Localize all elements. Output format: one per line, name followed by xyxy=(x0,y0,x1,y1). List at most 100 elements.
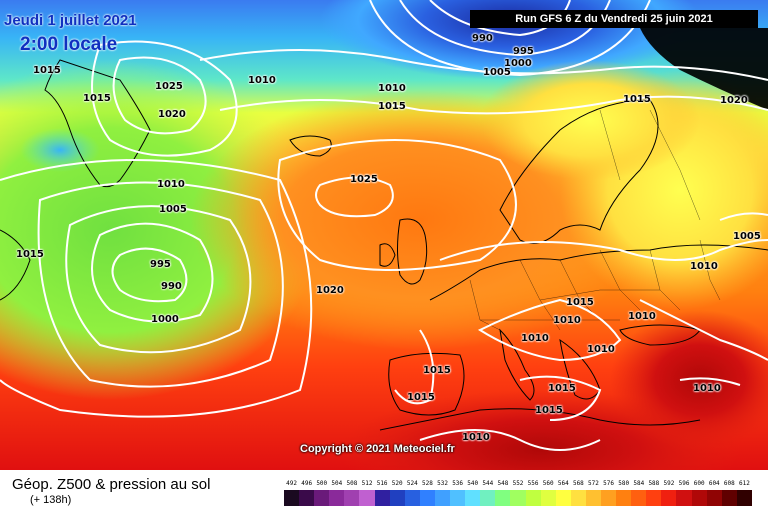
scale-tick-label: 604 xyxy=(708,480,720,487)
isobar-label: 1020 xyxy=(720,95,748,106)
scale-swatch xyxy=(374,490,390,506)
scale-swatch xyxy=(721,490,737,506)
scale-swatch xyxy=(284,490,300,506)
isobar-label: 1000 xyxy=(151,314,179,325)
forecast-date: Jeudi 1 juillet 2021 xyxy=(4,12,137,29)
scale-swatch xyxy=(570,490,586,506)
scale-tick-label: 576 xyxy=(603,480,614,487)
isobar-label: 995 xyxy=(513,46,534,57)
color-scale-bar xyxy=(284,490,752,506)
scale-swatch xyxy=(585,490,601,506)
isobar-label: 1010 xyxy=(587,344,615,355)
scale-swatch xyxy=(676,490,692,506)
scale-tick-label: 580 xyxy=(618,480,630,487)
scale-swatch xyxy=(495,490,511,506)
isobars xyxy=(0,0,768,450)
isobar-label: 990 xyxy=(161,281,182,292)
scale-tick-label: 548 xyxy=(497,480,509,487)
model-run-banner: Run GFS 6 Z du Vendredi 25 juin 2021 xyxy=(470,10,758,28)
scale-swatch xyxy=(480,490,496,506)
scale-tick-label: 556 xyxy=(527,480,539,487)
scale-swatch xyxy=(329,490,345,506)
scale-swatch xyxy=(661,490,677,506)
scale-swatch xyxy=(404,490,420,506)
scale-tick-label: 524 xyxy=(406,480,418,487)
isobar-label: 1010 xyxy=(553,315,581,326)
scale-tick-label: 532 xyxy=(437,480,448,487)
scale-swatch xyxy=(314,490,330,506)
scale-tick-label: 504 xyxy=(331,480,343,487)
isobar-label: 1010 xyxy=(462,432,490,443)
scale-tick-label: 596 xyxy=(678,480,690,487)
scale-tick-label: 592 xyxy=(663,480,675,487)
scale-swatch xyxy=(616,490,632,506)
isobar-label: 1005 xyxy=(159,204,187,215)
forecast-local-time: 2:00 locale xyxy=(20,34,118,55)
isobar-label: 1010 xyxy=(690,261,718,272)
scale-tick-label: 500 xyxy=(316,480,328,487)
isobar-label: 1025 xyxy=(155,81,183,92)
isobar-label: 1005 xyxy=(483,67,511,78)
scale-tick-label: 492 xyxy=(286,480,297,487)
isobar-label: 1015 xyxy=(566,297,594,308)
isobar-label: 995 xyxy=(150,259,171,270)
scale-swatch xyxy=(555,490,571,506)
scale-tick-label: 536 xyxy=(452,480,464,487)
scale-swatch xyxy=(434,490,451,506)
isobar-label: 1015 xyxy=(378,101,406,112)
isobar-label: 1010 xyxy=(693,383,721,394)
scale-tick-label: 496 xyxy=(301,480,313,487)
map-canvas xyxy=(0,0,768,470)
scale-tick-label: 588 xyxy=(648,480,660,487)
scale-swatch xyxy=(646,490,662,506)
scale-tick-label: 552 xyxy=(512,480,524,487)
scale-tick-label: 564 xyxy=(557,480,569,487)
scale-tick-label: 520 xyxy=(391,480,403,487)
isobar-label: 1020 xyxy=(158,109,186,120)
isobar-label: 1005 xyxy=(733,231,761,242)
scale-swatch xyxy=(706,490,722,506)
scale-swatch xyxy=(510,490,526,506)
scale-swatch xyxy=(344,490,360,506)
scale-swatch xyxy=(631,490,647,506)
scale-tick-label: 560 xyxy=(542,480,554,487)
scale-swatch xyxy=(389,490,405,506)
isobar-label: 1015 xyxy=(33,65,61,76)
product-title: Géop. Z500 & pression au sol xyxy=(12,476,211,493)
scale-tick-label: 600 xyxy=(693,480,705,487)
isobar-label: 1015 xyxy=(548,383,576,394)
color-scale-labels: 492 496 500 504 508 512 516 520 524 528 532 536 540 5… xyxy=(284,480,754,488)
isobar-label: 1015 xyxy=(407,392,435,403)
isobar-label: 1025 xyxy=(350,174,378,185)
scale-swatch xyxy=(540,490,556,506)
scale-tick-label: 544 xyxy=(482,480,494,487)
scale-tick-label: 512 xyxy=(361,480,373,487)
coastlines xyxy=(0,59,768,431)
forecast-map: 1015 1015 1025 1020 1010 1005 995 990 10… xyxy=(0,0,768,470)
borders xyxy=(469,109,721,331)
scale-tick-label: 572 xyxy=(588,480,599,487)
isobar-label: 1015 xyxy=(423,365,451,376)
lead-time: (+ 138h) xyxy=(30,494,72,506)
scale-tick-label: 608 xyxy=(723,480,735,487)
isobar-label: 1010 xyxy=(248,75,276,86)
scale-swatch xyxy=(450,490,466,506)
isobar-label: 990 xyxy=(472,33,493,44)
scale-tick-label: 568 xyxy=(572,480,584,487)
isobar-label: 1020 xyxy=(316,285,344,296)
isobar-label: 1010 xyxy=(521,333,549,344)
scale-swatch xyxy=(600,490,617,506)
scale-swatch xyxy=(465,490,481,506)
scandinavia-shading xyxy=(480,60,700,180)
scale-tick-label: 540 xyxy=(467,480,479,487)
cold-spot-shading xyxy=(20,128,100,172)
scale-tick-label: 612 xyxy=(739,480,750,487)
scale-tick-label: 584 xyxy=(633,480,645,487)
isobar-label: 1010 xyxy=(628,311,656,322)
scale-swatch xyxy=(736,490,752,506)
copyright-notice: Copyright © 2021 Meteociel.fr xyxy=(300,443,455,455)
isobar-label: 1010 xyxy=(378,83,406,94)
isobar-label: 1015 xyxy=(623,94,651,105)
scale-swatch xyxy=(525,490,541,506)
scale-tick-label: 508 xyxy=(346,480,358,487)
